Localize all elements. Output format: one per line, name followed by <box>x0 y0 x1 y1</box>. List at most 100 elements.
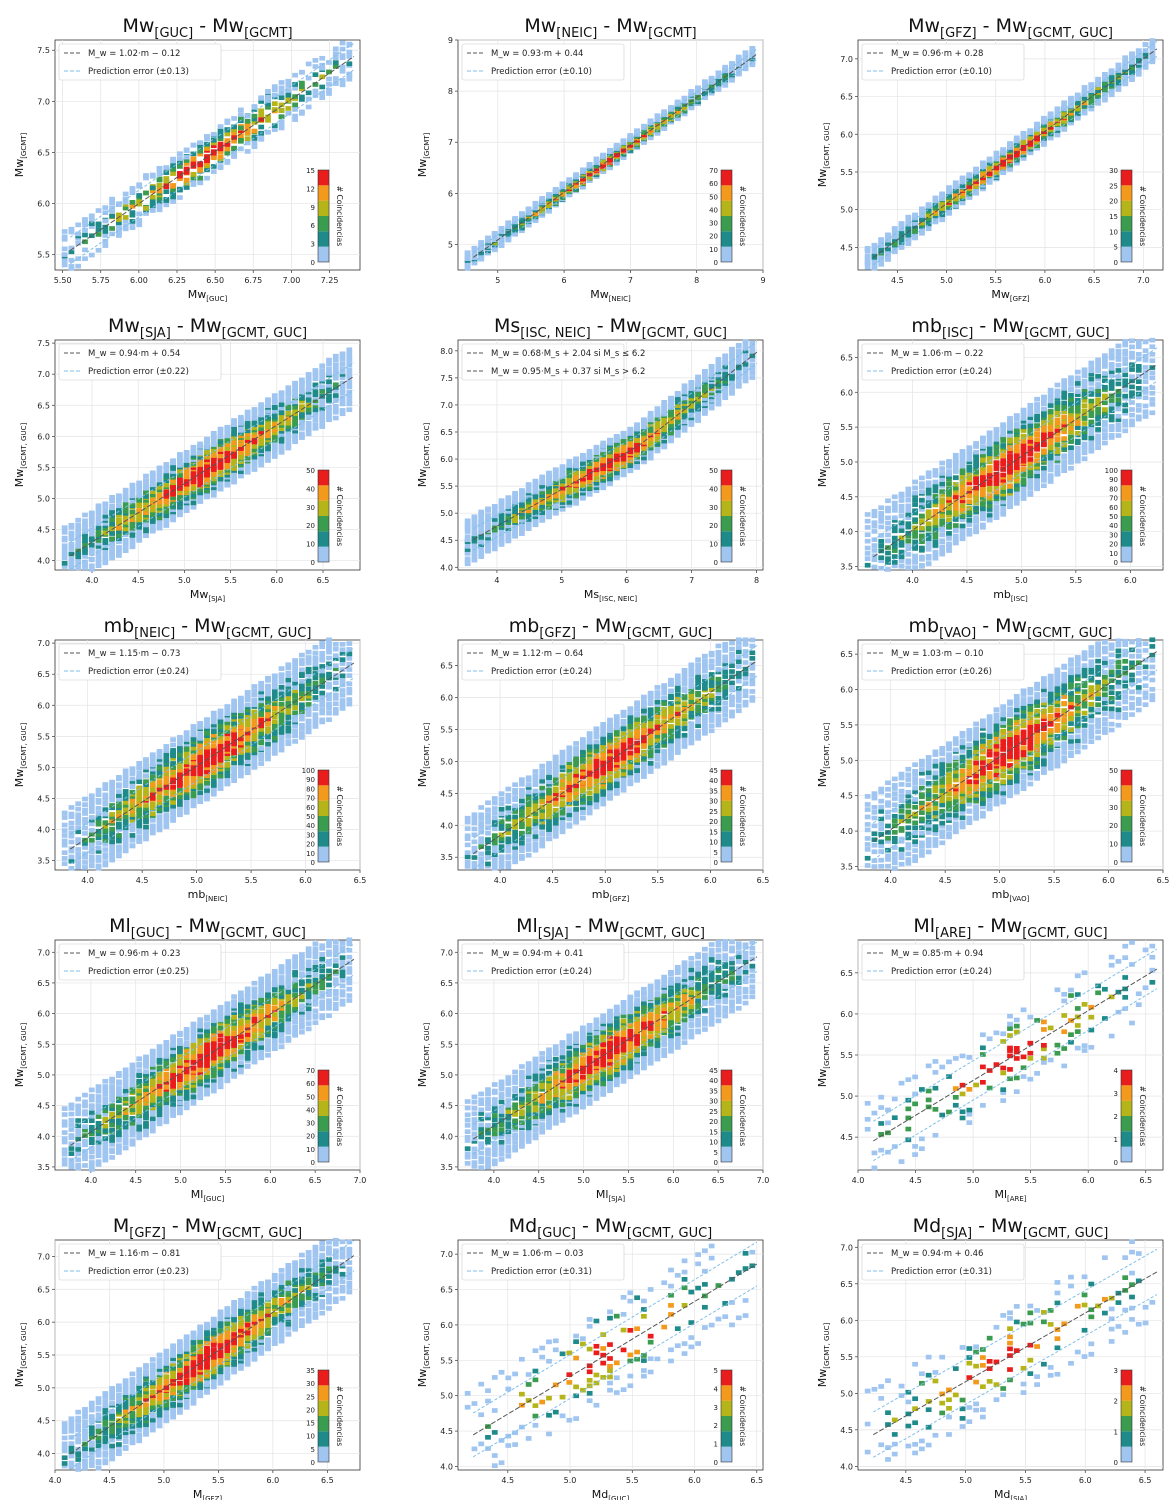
data-cell <box>116 493 122 498</box>
data-cell <box>285 411 291 416</box>
data-cell <box>333 81 339 86</box>
data-cell <box>326 379 332 384</box>
chart-title: Mw[GUC] - Mw[GCMT] <box>122 15 292 41</box>
data-cell <box>184 467 190 472</box>
y-tick-label: 4.5 <box>440 536 453 545</box>
data-cell <box>465 544 471 549</box>
data-cell <box>224 120 230 125</box>
data-cell <box>313 89 319 94</box>
data-cell <box>333 46 339 51</box>
data-cell <box>82 248 88 253</box>
data-cell <box>191 445 197 450</box>
data-cell <box>966 173 972 178</box>
data-cell <box>313 72 319 77</box>
data-cell <box>333 393 339 398</box>
data-cell <box>109 517 115 522</box>
data-cell <box>136 530 142 535</box>
data-cell <box>204 450 210 455</box>
data-cell <box>641 417 647 422</box>
data-cell <box>1034 122 1040 127</box>
data-cell <box>197 140 203 145</box>
y-axis-label: Mw[GCMT] <box>416 132 431 177</box>
data-cell <box>299 378 305 383</box>
data-cell <box>499 498 505 503</box>
x-axis-label: Mw[GUC] <box>188 288 228 303</box>
data-cell <box>163 500 169 505</box>
colorbar-tick-label: 40 <box>306 485 315 493</box>
data-cell <box>1116 87 1122 92</box>
data-cell <box>1109 68 1115 73</box>
data-cell <box>218 154 224 159</box>
data-cell <box>729 367 735 372</box>
chart-title: Ms[ISC, NEIC] - Mw[GCMT, GUC] <box>494 315 727 341</box>
data-cell <box>69 523 75 528</box>
data-cell <box>865 525 871 530</box>
chart-title: Mw[NEIC] - Mw[GCMT] <box>524 15 696 41</box>
colorbar-tick-label: 9 <box>311 204 315 212</box>
colorbar-tick-label: 5 <box>1114 244 1118 252</box>
colorbar-segment <box>721 485 732 500</box>
data-cell <box>109 536 115 541</box>
y-tick-label: 5.0 <box>440 509 453 518</box>
data-cell <box>346 385 352 390</box>
data-cell <box>912 213 918 218</box>
data-cell <box>1055 108 1061 113</box>
data-cell <box>285 79 291 84</box>
data-cell <box>123 215 129 220</box>
data-cell <box>150 195 156 200</box>
data-cell <box>109 197 115 202</box>
data-cell <box>197 466 203 471</box>
data-cell <box>580 453 586 458</box>
x-tick-label: 6.50 <box>206 276 224 285</box>
data-cell <box>878 539 884 544</box>
data-cell <box>614 143 620 148</box>
data-cell <box>245 410 251 415</box>
data-cell <box>285 97 291 102</box>
data-cell <box>675 100 681 105</box>
legend-entry: M_w = 0.95·M_s + 0.37 si M_s > 6.2 <box>491 367 645 377</box>
colorbar-tick-label: 0 <box>311 259 315 267</box>
data-cell <box>82 518 88 523</box>
data-cell <box>150 470 156 475</box>
data-cell <box>123 219 129 224</box>
colorbar-tick-label: 3 <box>311 241 315 249</box>
y-tick-label: 6.5 <box>37 401 50 410</box>
data-cell <box>736 348 742 353</box>
data-cell <box>736 381 742 386</box>
x-tick-label: 6.0 <box>1039 276 1052 285</box>
x-tick-label: 7 <box>689 576 694 585</box>
data-cell <box>621 431 627 436</box>
data-cell <box>211 431 217 436</box>
data-cell <box>163 483 169 488</box>
data-cell <box>688 380 694 385</box>
data-cell <box>478 240 484 245</box>
x-tick-label: 4.5 <box>891 276 904 285</box>
data-cell <box>885 551 891 556</box>
data-cell <box>1122 75 1128 80</box>
data-cell <box>306 372 312 377</box>
data-cell <box>661 400 667 405</box>
data-cell <box>231 478 237 483</box>
data-cell <box>627 133 633 138</box>
data-cell <box>75 264 81 269</box>
data-cell <box>265 403 271 408</box>
y-tick-label: 4.0 <box>37 557 50 566</box>
colorbar-segment <box>318 501 329 516</box>
data-cell <box>340 82 346 87</box>
data-cell <box>346 61 352 66</box>
data-cell <box>743 50 749 55</box>
data-cell <box>130 186 136 191</box>
data-cell <box>285 106 291 111</box>
data-cell <box>519 502 525 507</box>
data-cell <box>299 70 305 75</box>
colorbar-segment <box>318 547 329 562</box>
data-cell <box>170 171 176 176</box>
data-cell <box>1082 85 1088 90</box>
legend-entry: Prediction error (±0.10) <box>491 67 592 77</box>
data-cell <box>566 463 572 468</box>
data-cell <box>252 416 258 421</box>
colorbar-segment <box>721 247 732 262</box>
data-cell <box>96 222 102 227</box>
colorbar-tick-label: 0 <box>311 559 315 567</box>
